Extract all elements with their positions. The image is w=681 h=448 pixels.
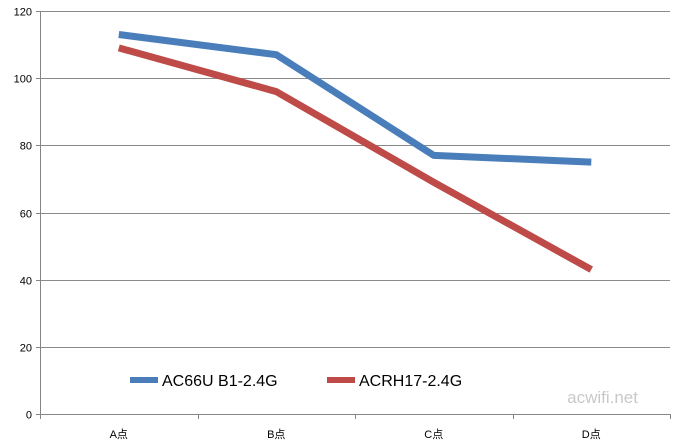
watermark-text: acwifi.net — [567, 388, 638, 407]
x-axis: A点 B点 C点 D点 — [40, 414, 671, 441]
y-axis: 0 20 40 60 80 100 120 — [14, 7, 41, 422]
y-tick-label: 40 — [20, 276, 32, 288]
legend-label-2: ACRH17-2.4G — [359, 373, 462, 390]
legend: AC66U B1-2.4G ACRH17-2.4G — [130, 373, 462, 390]
y-tick-label: 100 — [14, 74, 32, 86]
legend-label-1: AC66U B1-2.4G — [162, 373, 278, 390]
x-tick-label: A点 — [110, 428, 128, 441]
y-tick-label: 120 — [14, 7, 32, 19]
series-lines — [117, 31, 593, 273]
y-tick-label: 0 — [26, 410, 32, 422]
gridlines — [40, 11, 670, 415]
y-tick-label: 20 — [20, 343, 32, 355]
series-line-1 — [118, 31, 592, 166]
x-tick-label: D点 — [582, 428, 601, 441]
y-tick-label: 80 — [20, 141, 32, 153]
x-tick-label: B点 — [267, 428, 285, 441]
x-tick-label: C点 — [424, 428, 443, 441]
y-tick-label: 60 — [20, 209, 32, 221]
series-line-2 — [117, 44, 593, 273]
